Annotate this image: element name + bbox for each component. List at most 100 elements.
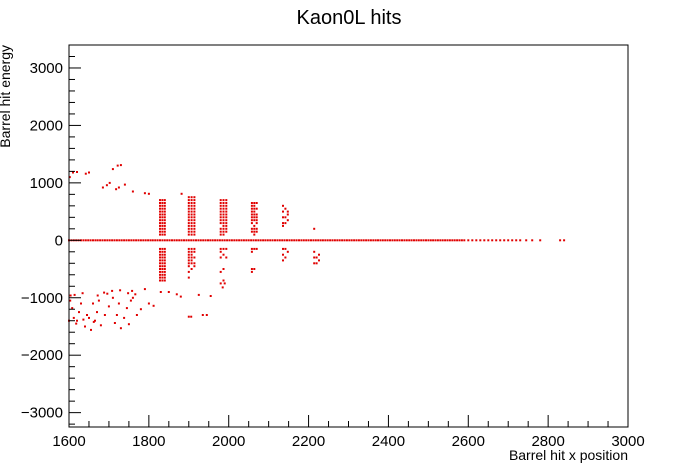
data-point — [183, 239, 185, 242]
data-point — [225, 213, 228, 216]
data-point — [190, 262, 193, 265]
data-point — [312, 239, 315, 242]
data-point — [456, 239, 459, 242]
data-point — [253, 202, 256, 204]
data-point — [214, 239, 217, 242]
data-point — [134, 293, 137, 296]
data-point — [403, 239, 406, 242]
data-point — [219, 282, 222, 285]
data-point — [159, 253, 161, 256]
data-point — [75, 322, 78, 325]
data-point — [154, 239, 157, 242]
data-point — [219, 233, 222, 236]
data-point — [219, 222, 222, 225]
data-point — [161, 279, 164, 282]
data-point — [159, 224, 161, 227]
data-point — [205, 314, 208, 316]
data-point — [72, 316, 75, 319]
data-point — [187, 213, 190, 216]
data-point — [226, 239, 229, 242]
data-point — [300, 239, 303, 242]
data-point — [142, 239, 145, 242]
data-point — [313, 227, 316, 230]
data-point — [159, 239, 161, 242]
data-point — [96, 239, 99, 242]
data-point — [225, 210, 228, 213]
data-point — [143, 288, 146, 291]
data-point — [190, 199, 193, 202]
data-point — [92, 320, 95, 323]
data-point — [159, 207, 161, 210]
data-point — [163, 233, 166, 236]
data-point — [288, 239, 291, 242]
data-point — [190, 210, 193, 213]
data-point — [317, 239, 320, 242]
data-point — [190, 250, 193, 253]
data-point — [225, 222, 228, 225]
data-point — [106, 239, 109, 242]
data-point — [225, 227, 228, 230]
data-point — [240, 239, 243, 242]
data-point — [190, 315, 193, 318]
data-point — [123, 316, 126, 319]
data-point — [190, 216, 193, 219]
data-point — [355, 239, 358, 242]
data-point — [338, 239, 341, 242]
data-point — [190, 268, 193, 270]
data-point — [238, 239, 241, 242]
data-point — [386, 239, 389, 242]
data-point — [159, 202, 161, 204]
data-point — [187, 230, 190, 233]
data-point — [190, 247, 193, 250]
data-point — [286, 210, 289, 213]
data-point — [193, 230, 196, 233]
data-point — [276, 239, 279, 242]
data-point — [111, 296, 114, 299]
data-point — [253, 207, 256, 210]
data-point — [379, 239, 382, 242]
data-point — [168, 239, 171, 242]
data-point — [255, 247, 258, 250]
data-point — [425, 239, 427, 242]
data-point — [175, 239, 178, 242]
data-point — [193, 265, 196, 268]
data-point — [193, 224, 196, 227]
data-point — [253, 224, 256, 227]
data-point — [357, 239, 360, 242]
data-point — [118, 239, 121, 242]
data-point — [253, 210, 256, 213]
data-point — [82, 239, 85, 242]
data-point — [190, 259, 193, 262]
data-point — [187, 207, 190, 210]
data-point — [343, 239, 346, 242]
data-point — [125, 239, 128, 242]
data-point — [195, 239, 197, 242]
data-point — [219, 213, 222, 216]
data-point — [135, 314, 138, 316]
data-point — [92, 239, 94, 242]
data-point — [230, 239, 233, 242]
data-point — [259, 239, 262, 242]
data-point — [250, 207, 253, 210]
data-point — [163, 262, 166, 265]
data-point — [161, 262, 164, 265]
x-axis-title: Barrel hit x position — [509, 447, 628, 463]
data-point — [132, 239, 135, 242]
data-point — [139, 239, 142, 242]
data-point — [115, 314, 118, 316]
data-point — [187, 250, 190, 253]
data-point — [193, 202, 196, 204]
data-point — [222, 230, 225, 233]
data-point — [117, 186, 120, 189]
data-point — [161, 210, 164, 213]
data-point — [161, 270, 164, 273]
data-point — [458, 239, 461, 242]
data-point — [113, 322, 116, 324]
data-point — [190, 256, 193, 259]
data-point — [190, 233, 193, 236]
data-point — [377, 239, 379, 242]
data-point — [68, 176, 71, 179]
data-point — [204, 239, 207, 242]
data-point — [193, 262, 196, 265]
data-point — [222, 268, 225, 270]
